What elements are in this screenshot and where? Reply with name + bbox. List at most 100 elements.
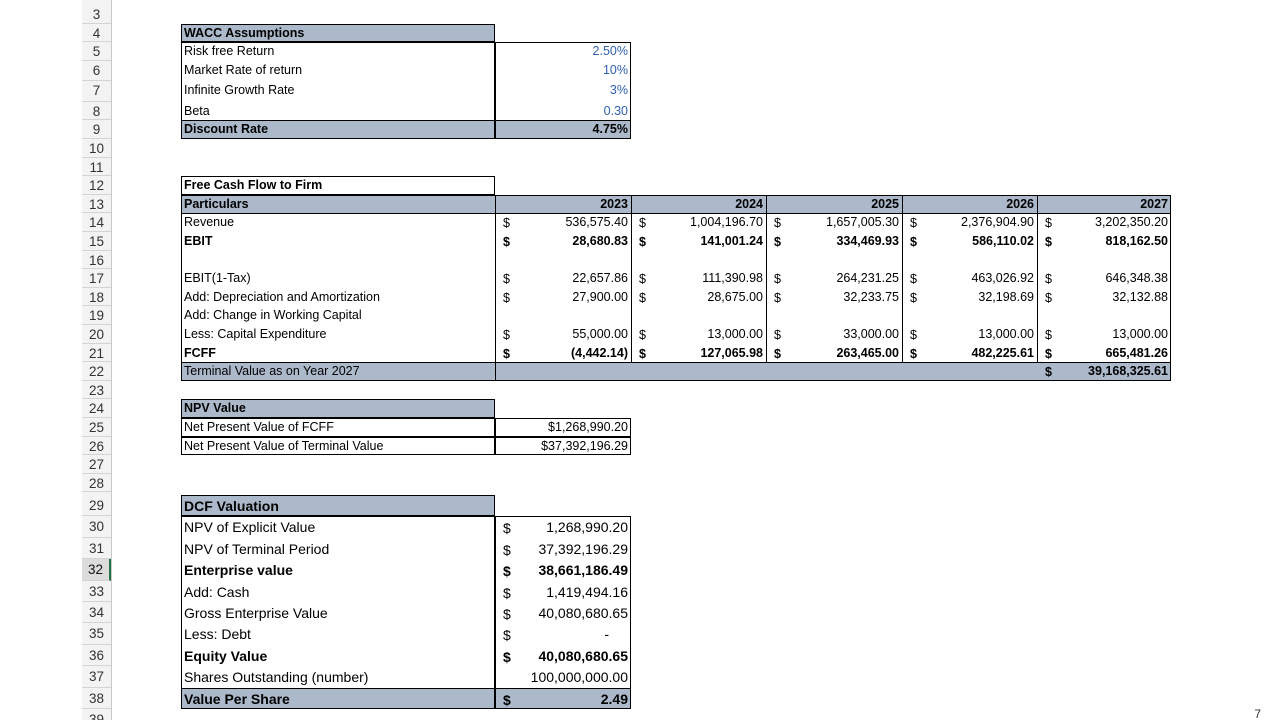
dcf-row-value[interactable]: 37,392,196.29	[538, 540, 628, 557]
row-number[interactable]: 30	[82, 516, 111, 538]
fcff-value[interactable]: 13,000.00	[1112, 327, 1168, 341]
fcff-value[interactable]: 1,657,005.30	[826, 215, 899, 230]
fcff-value[interactable]: 141,001.24	[700, 234, 763, 248]
dcf-title[interactable]: DCF Valuation	[184, 498, 279, 514]
row-number[interactable]: 27	[82, 455, 111, 474]
fcff-row-label[interactable]: Less: Capital Expenditure	[184, 327, 327, 341]
discount-rate-value[interactable]: 4.75%	[592, 122, 628, 137]
value-per-share[interactable]: 2.49	[600, 690, 628, 707]
row-number[interactable]: 36	[82, 645, 111, 667]
row-number[interactable]: 24	[82, 399, 111, 418]
wacc-row-value[interactable]: 0.30	[603, 103, 628, 118]
dcf-row-label[interactable]: Shares Outstanding (number)	[184, 669, 369, 686]
row-number[interactable]: 33	[82, 581, 111, 602]
row-number[interactable]: 23	[82, 381, 111, 400]
dcf-row-value[interactable]: 100,000,000.00	[530, 669, 628, 686]
fcff-value[interactable]: 1,004,196.70	[690, 215, 763, 230]
dcf-row-value[interactable]: -	[604, 626, 609, 643]
fcff-row-label[interactable]: Add: Depreciation and Amortization	[184, 289, 380, 304]
dcf-row-label[interactable]: Less: Debt	[184, 626, 251, 643]
fcff-value[interactable]: 13,000.00	[707, 327, 763, 341]
fcff-row-label[interactable]: Add: Change in Working Capital	[184, 308, 362, 323]
row-number[interactable]: 38	[82, 688, 111, 709]
dcf-row-label[interactable]: Add: Cash	[184, 583, 250, 600]
row-number[interactable]: 10	[82, 139, 111, 158]
row-number[interactable]: 16	[82, 251, 111, 270]
npv-row-value[interactable]: $1,268,990.20	[548, 420, 628, 434]
fcff-value[interactable]: 665,481.26	[1105, 345, 1168, 360]
dcf-row-label[interactable]: Enterprise value	[184, 562, 293, 579]
wacc-title[interactable]: WACC Assumptions	[184, 25, 305, 40]
wacc-row-label[interactable]: Market Rate of return	[184, 62, 303, 77]
row-number[interactable]: 15	[82, 232, 111, 251]
year-header[interactable]: 2026	[1006, 196, 1034, 211]
row-number[interactable]: 3	[82, 5, 111, 24]
row-number[interactable]: 37	[82, 666, 111, 688]
fcff-value[interactable]: 482,225.61	[971, 345, 1034, 360]
fcff-value[interactable]: 334,469.93	[836, 234, 899, 248]
fcff-value[interactable]: 28,680.83	[572, 234, 628, 248]
dcf-row-value[interactable]: 1,268,990.20	[546, 519, 628, 536]
fcff-value[interactable]: 646,348.38	[1105, 271, 1168, 286]
fcff-value[interactable]: 818,162.50	[1105, 234, 1168, 248]
fcff-value[interactable]: 586,110.02	[972, 234, 1034, 248]
fcff-value[interactable]: 536,575.40	[565, 215, 628, 230]
fcff-value[interactable]: 263,465.00	[836, 345, 899, 360]
fcff-value[interactable]: 13,000.00	[978, 327, 1034, 341]
year-header[interactable]: 2024	[735, 196, 763, 211]
fcff-row-label[interactable]: EBIT(1-Tax)	[184, 271, 251, 286]
fcff-value[interactable]: 28,675.00	[707, 289, 763, 304]
dcf-row-value[interactable]: 38,661,186.49	[538, 562, 628, 579]
row-number[interactable]: 35	[82, 623, 111, 645]
terminal-value[interactable]: 39,168,325.61	[1088, 364, 1168, 379]
fcff-value[interactable]: 2,376,904.90	[961, 215, 1034, 230]
npv-title[interactable]: NPV Value	[184, 401, 246, 416]
fcff-value[interactable]: 55,000.00	[572, 327, 628, 341]
row-number[interactable]: 29	[82, 495, 111, 517]
fcff-value[interactable]: 463,026.92	[971, 271, 1034, 286]
wacc-row-label[interactable]: Risk free Return	[184, 44, 275, 59]
row-number[interactable]: 9	[82, 120, 111, 139]
fcff-value[interactable]: 33,000.00	[843, 327, 899, 341]
row-number[interactable]: 21	[82, 344, 111, 363]
row-number[interactable]: 8	[82, 102, 111, 121]
fcff-row-label[interactable]: Revenue	[184, 215, 235, 230]
row-number[interactable]: 31	[82, 538, 111, 560]
row-number[interactable]: 12	[82, 176, 111, 195]
row-number[interactable]: 17	[82, 269, 111, 288]
fcff-value[interactable]: 32,198.69	[978, 289, 1034, 304]
fcff-value[interactable]: 111,390.98	[702, 271, 763, 286]
row-number[interactable]: 19	[82, 306, 111, 325]
npv-row-label[interactable]: Net Present Value of Terminal Value	[184, 438, 384, 453]
year-header[interactable]: 2025	[871, 196, 899, 211]
fcff-title[interactable]: Free Cash Flow to Firm	[184, 178, 323, 193]
fcff-value[interactable]: 127,065.98	[700, 345, 763, 360]
row-number[interactable]: 13	[82, 195, 111, 214]
fcff-value[interactable]: (4,442.14)	[571, 345, 628, 360]
fcff-row-label[interactable]: FCFF	[184, 345, 216, 360]
year-header[interactable]: 2023	[600, 196, 628, 211]
terminal-value-label[interactable]: Terminal Value as on Year 2027	[184, 364, 360, 379]
dcf-row-label[interactable]: Gross Enterprise Value	[184, 605, 328, 621]
discount-rate-label[interactable]: Discount Rate	[184, 122, 269, 137]
dcf-row-label[interactable]: Equity Value	[184, 647, 268, 664]
dcf-row-value[interactable]: 40,080,680.65	[538, 647, 628, 664]
row-number[interactable]: 5	[82, 42, 111, 61]
year-header[interactable]: 2027	[1140, 196, 1168, 211]
npv-row-label[interactable]: Net Present Value of FCFF	[184, 420, 334, 434]
dcf-row-value[interactable]: 1,419,494.16	[546, 583, 628, 600]
fcff-header-label[interactable]: Particulars	[184, 196, 249, 211]
wacc-row-value[interactable]: 3%	[609, 83, 628, 98]
fcff-value[interactable]: 32,233.75	[843, 289, 899, 304]
row-number[interactable]: 6	[82, 61, 111, 82]
row-number[interactable]: 26	[82, 437, 111, 456]
dcf-row-value[interactable]: 40,080,680.65	[538, 605, 628, 621]
npv-row-value[interactable]: $37,392,196.29	[541, 438, 628, 453]
wacc-row-label[interactable]: Beta	[184, 103, 210, 118]
wacc-row-label[interactable]: Infinite Growth Rate	[184, 83, 295, 98]
row-number[interactable]: 25	[82, 418, 111, 437]
wacc-row-value[interactable]: 2.50%	[592, 44, 628, 59]
row-number[interactable]: 14	[82, 213, 111, 232]
row-number[interactable]: 39	[82, 709, 111, 720]
wacc-row-value[interactable]: 10%	[602, 62, 628, 77]
